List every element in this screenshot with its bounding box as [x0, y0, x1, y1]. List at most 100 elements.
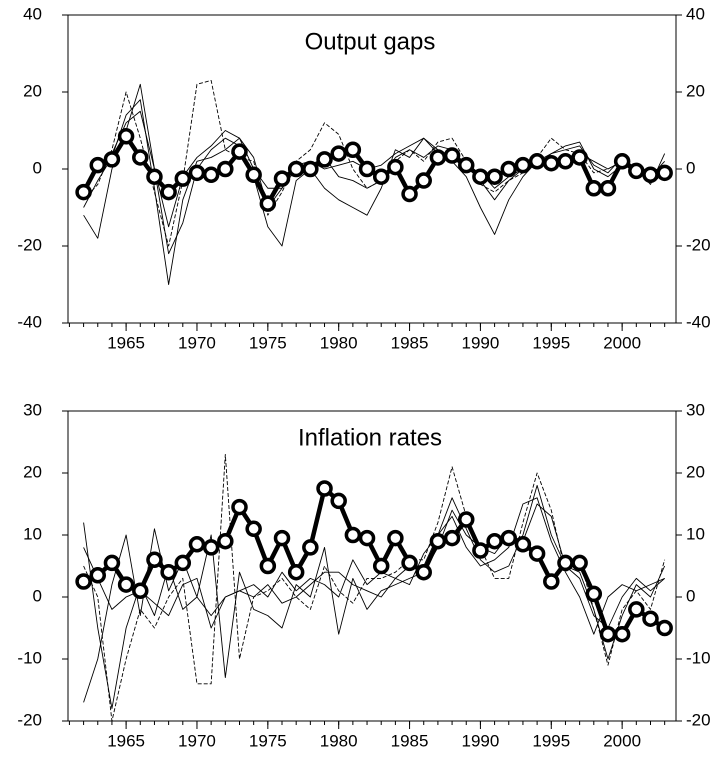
- point: [160, 183, 177, 201]
- point: [443, 147, 461, 164]
- point: [316, 151, 333, 168]
- point: [217, 532, 234, 550]
- point: [401, 185, 418, 203]
- point: [103, 151, 121, 168]
- point: [174, 170, 192, 187]
- x-tick-label: 1980: [320, 333, 358, 352]
- x-tick-label: 1975: [249, 333, 287, 352]
- point: [188, 536, 206, 553]
- x-tick-label: 1965: [107, 333, 145, 352]
- point: [302, 539, 319, 556]
- point: [613, 625, 631, 643]
- point: [599, 180, 617, 197]
- point: [401, 554, 418, 572]
- x-tick-label: 1990: [462, 731, 500, 750]
- y-tick-label: -40: [17, 312, 42, 331]
- point: [557, 153, 574, 170]
- y-tick-label: 40: [23, 4, 42, 23]
- thin-line: [83, 484, 666, 710]
- point: [259, 557, 277, 575]
- point: [330, 145, 347, 162]
- point: [429, 532, 447, 550]
- point: [500, 160, 518, 178]
- point: [89, 156, 107, 174]
- point: [514, 156, 532, 174]
- point: [613, 153, 631, 170]
- point: [89, 567, 107, 584]
- y2-tick-label: 10: [686, 524, 705, 543]
- point: [557, 554, 574, 572]
- point: [287, 160, 305, 178]
- point: [528, 545, 546, 562]
- point: [528, 153, 546, 170]
- point: [429, 149, 447, 166]
- point: [585, 585, 603, 603]
- point: [457, 156, 475, 174]
- y-tick-label: 20: [23, 462, 42, 481]
- point: [500, 529, 518, 547]
- point: [245, 520, 262, 538]
- x-tick-label: 1990: [462, 333, 500, 352]
- point: [287, 563, 305, 581]
- point: [642, 166, 659, 184]
- plot-frame: [67, 410, 677, 722]
- thin-line: [83, 83, 666, 255]
- x-tick-label: 1965: [107, 731, 145, 750]
- x-tick-label: 2000: [603, 731, 641, 750]
- point: [344, 526, 362, 544]
- point: [231, 143, 248, 160]
- point: [358, 529, 376, 547]
- point: [628, 601, 645, 618]
- point: [642, 610, 659, 627]
- x-tick-label: 1985: [391, 333, 429, 352]
- chart-title: Output gaps: [305, 28, 436, 55]
- point: [372, 557, 390, 575]
- y-tick-label: 20: [23, 81, 42, 100]
- point: [543, 573, 560, 590]
- thin-line: [83, 80, 665, 247]
- x-tick-label: 1970: [178, 333, 216, 352]
- point: [387, 158, 404, 176]
- point: [585, 180, 603, 197]
- point: [599, 625, 617, 643]
- point: [457, 511, 475, 528]
- thin-line: [83, 453, 666, 722]
- y2-tick-label: 40: [686, 4, 705, 23]
- point: [132, 149, 149, 166]
- point: [174, 554, 192, 572]
- point: [75, 183, 92, 201]
- point: [146, 168, 163, 185]
- y-tick-label: -20: [17, 235, 42, 254]
- x-tick-label: 1995: [532, 731, 570, 750]
- point: [202, 539, 220, 556]
- point: [316, 480, 333, 497]
- point: [217, 160, 234, 178]
- point: [372, 168, 390, 185]
- point: [75, 573, 92, 590]
- y2-tick-label: -10: [686, 648, 711, 667]
- point: [415, 172, 432, 189]
- x-tick-label: 1985: [391, 731, 429, 750]
- thin-line: [83, 497, 665, 635]
- y2-tick-label: -20: [686, 235, 711, 254]
- y-tick-label: 0: [33, 586, 42, 605]
- point: [202, 166, 220, 184]
- point: [486, 168, 503, 185]
- point: [103, 554, 121, 572]
- y2-tick-label: 20: [686, 81, 705, 100]
- point: [117, 576, 135, 593]
- point: [273, 529, 291, 547]
- y2-tick-label: -40: [686, 312, 711, 331]
- point: [486, 532, 503, 550]
- point: [117, 128, 135, 145]
- point: [344, 141, 362, 158]
- point: [571, 554, 588, 572]
- x-tick-label: 1975: [249, 731, 287, 750]
- point: [543, 154, 560, 172]
- y2-tick-label: 0: [686, 158, 695, 177]
- point: [302, 160, 319, 178]
- x-tick-label: 2000: [603, 333, 641, 352]
- point: [188, 164, 206, 182]
- point: [415, 563, 432, 581]
